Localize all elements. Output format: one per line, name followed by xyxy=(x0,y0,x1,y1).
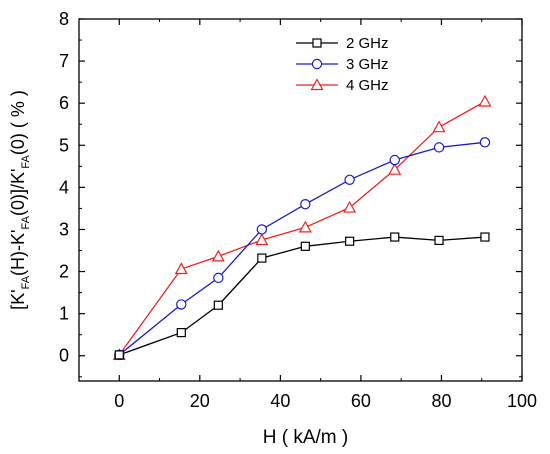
y-tick-label: 4 xyxy=(59,177,69,197)
y-tick-label: 3 xyxy=(59,219,69,239)
legend-marker xyxy=(311,58,323,70)
data-point xyxy=(388,162,402,175)
y-axis-title-subscript: FA xyxy=(20,215,32,229)
data-point xyxy=(389,154,400,166)
data-point xyxy=(255,233,269,246)
y-axis-title-part: (0) ( % ) xyxy=(8,90,28,155)
data-point xyxy=(478,94,492,107)
data-point xyxy=(432,120,446,133)
y-axis-title-part: (H)-K' xyxy=(8,230,28,276)
y-tick-label: 7 xyxy=(59,51,69,71)
y-tick-label: 1 xyxy=(59,304,69,324)
legend-label: 3 GHz xyxy=(346,56,389,73)
data-point xyxy=(343,200,357,213)
legend-label: 4 GHz xyxy=(346,77,389,94)
legend-marker xyxy=(310,78,324,91)
x-tick-label: 80 xyxy=(431,391,451,411)
x-tick-label: 60 xyxy=(351,391,371,411)
data-point xyxy=(433,142,445,153)
data-point xyxy=(300,241,310,251)
plot-frame xyxy=(78,18,523,382)
data-point xyxy=(390,232,400,242)
y-axis-title-subscript: FA xyxy=(20,154,32,168)
x-tick-label: 100 xyxy=(507,391,537,411)
data-point xyxy=(344,174,355,185)
data-point xyxy=(257,253,267,263)
y-tick-label: 5 xyxy=(59,135,69,155)
data-point xyxy=(176,299,187,310)
x-tick-label: 0 xyxy=(114,391,124,411)
y-axis-title-part: [K' xyxy=(8,289,28,309)
series-4-ghz xyxy=(112,94,492,361)
data-point xyxy=(300,199,311,210)
data-point xyxy=(479,137,491,148)
x-axis-title: H ( kA/m ) xyxy=(263,427,349,448)
y-tick-label: 8 xyxy=(59,9,69,29)
data-point xyxy=(345,236,355,246)
y-axis-title-part: (0)]/K' xyxy=(8,169,28,216)
data-point xyxy=(434,235,444,246)
data-point xyxy=(480,232,490,242)
legend-marker xyxy=(312,38,322,48)
legend-item: 2 GHz xyxy=(296,35,389,52)
data-point xyxy=(298,220,312,233)
y-axis-title-subscript: FA xyxy=(20,275,32,289)
data-point xyxy=(174,262,188,275)
data-point xyxy=(114,350,124,360)
data-point xyxy=(176,327,186,338)
series-line xyxy=(119,236,485,356)
x-tick-label: 20 xyxy=(190,391,210,411)
series-2-ghz xyxy=(114,232,490,360)
data-point xyxy=(213,272,224,284)
data-point xyxy=(211,249,225,262)
y-tick-label: 6 xyxy=(59,93,69,113)
y-tick-label: 0 xyxy=(59,346,69,366)
legend-label: 2 GHz xyxy=(346,35,389,52)
data-point xyxy=(213,300,223,310)
y-tick-label: 2 xyxy=(59,262,69,282)
y-axis-title: [K'FA(H)-K'FA(0)]/K'FA(0) ( % ) xyxy=(8,90,32,310)
x-tick-label: 40 xyxy=(270,391,290,411)
legend-item: 3 GHz xyxy=(296,56,389,73)
legend-item: 4 GHz xyxy=(296,77,389,94)
data-point xyxy=(256,224,268,235)
